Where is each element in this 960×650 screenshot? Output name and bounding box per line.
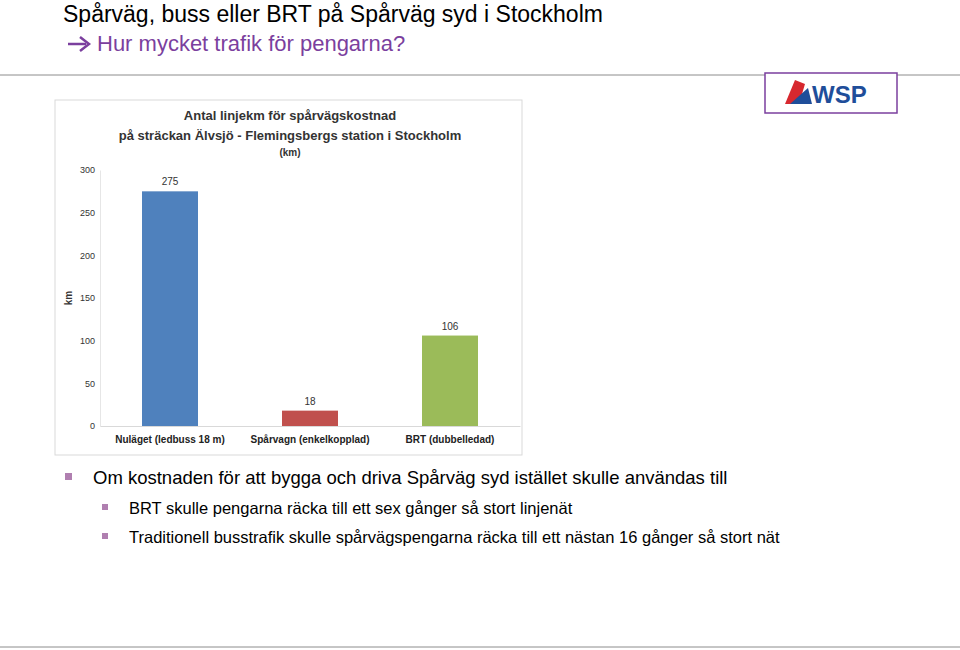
sub-bullet-marker [102,504,108,510]
y-tick: 50 [85,379,100,389]
x-tick-label: Nuläget (ledbuss 18 m) [115,434,224,445]
sub-bullet-text: BRT skulle pengarna räcka till ett sex g… [129,499,573,517]
y-tick-label: 300 [80,165,95,175]
x-tick: Nuläget (ledbuss 18 m) [115,426,224,445]
y-axis: 0 50 100 150 200 250 300 [80,165,101,431]
y-tick: 300 [80,165,100,175]
y-tick-label: 200 [80,251,95,261]
y-tick-label: 50 [85,379,95,389]
sub-bullet-text: Traditionell busstrafik skulle spårvägsp… [129,528,780,546]
data-label: 275 [162,176,179,187]
arrow-icon [68,37,89,51]
y-tick: 150 [80,293,100,303]
bar [422,336,478,426]
bars [142,191,478,426]
bullet-marker [65,473,72,480]
y-tick: 100 [80,336,100,346]
bar [142,191,198,426]
chart-subtitle: (km) [279,147,300,158]
y-axis-line [100,171,101,427]
chart-title: Antal linjekm för spårvägskostnadpå strä… [119,108,461,143]
logo-icon [785,80,812,104]
slide-title: Spårväg, buss eller BRT på Spårväg syd i… [63,1,603,27]
y-tick-label: 150 [80,293,95,303]
data-label: 106 [442,321,459,332]
bar [282,411,338,426]
x-tick: Spårvagn (enkelkopplad) [251,426,370,445]
x-tick-label: BRT (dubbelledad) [406,434,495,445]
slide: Spårväg, buss eller BRT på Spårväg syd i… [0,0,960,650]
y-tick: 200 [80,251,100,261]
y-tick-label: 100 [80,336,95,346]
footer-rule [0,647,960,648]
y-axis-title: km [63,291,74,306]
sub-bullet-marker [102,533,108,539]
logo-box [765,73,897,113]
y-tick: 250 [80,208,100,218]
bullet-text: Om kostnaden för att bygga och driva Spå… [93,467,727,488]
data-label: 18 [304,396,316,407]
logo-text: WSP [812,81,867,108]
chart-frame [55,100,522,455]
x-tick-label: Spårvagn (enkelkopplad) [251,434,370,445]
y-tick-label: 250 [80,208,95,218]
y-tick: 0 [90,421,100,431]
x-axis: Nuläget (ledbuss 18 m) Spårvagn (enkelkop… [101,426,521,445]
y-tick-label: 0 [90,421,95,431]
x-axis-line [101,426,521,427]
x-tick: BRT (dubbelledad) [406,426,495,445]
data-labels: 275 18 106 [162,176,459,406]
slide-subtitle: Hur mycket trafik för pengarna? [97,31,405,56]
